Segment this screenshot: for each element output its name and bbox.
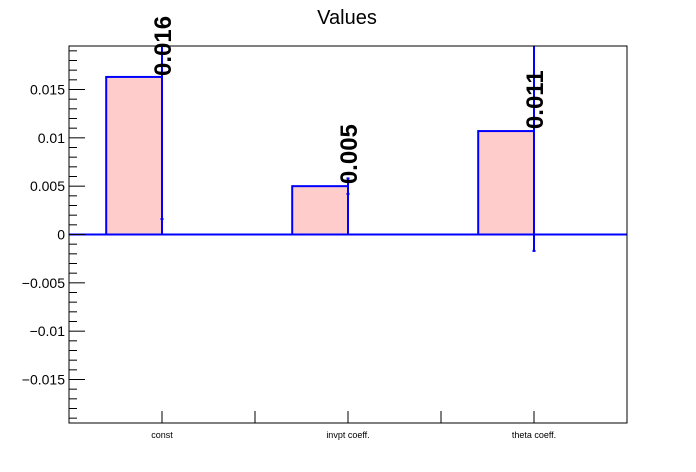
bar-2 (477, 130, 536, 236)
y-tick-label-3: 0 (57, 227, 65, 243)
x-category-label-0: const (151, 430, 173, 440)
value-labels-layer: 0.016 0.005 0.011 (150, 16, 549, 184)
x-category-label-1: invpt coeff. (326, 430, 369, 440)
y-tick-label-0: −0.015 (22, 372, 65, 388)
y-tick-label-5: 0.01 (38, 130, 65, 146)
y-tick-label-2: −0.005 (22, 275, 65, 291)
value-label-1: 0.005 (336, 124, 363, 184)
y-tick-label-6: 0.015 (30, 82, 65, 98)
chart-title: Values (317, 7, 377, 29)
error-bars-layer (160, 46, 536, 252)
bars-layer (105, 75, 536, 236)
value-label-0: 0.016 (150, 16, 177, 76)
x-category-label-2: theta coeff. (512, 430, 556, 440)
bar-1 (291, 185, 350, 236)
y-axis: −0.015 −0.01 −0.005 0 0.005 0.01 0.015 (22, 50, 85, 419)
x-axis: const invpt coeff. theta coeff. (151, 411, 556, 440)
y-tick-label-4: 0.005 (30, 178, 65, 194)
value-label-2: 0.011 (522, 70, 549, 129)
y-tick-label-1: −0.01 (30, 323, 66, 339)
bar-0 (105, 75, 163, 236)
